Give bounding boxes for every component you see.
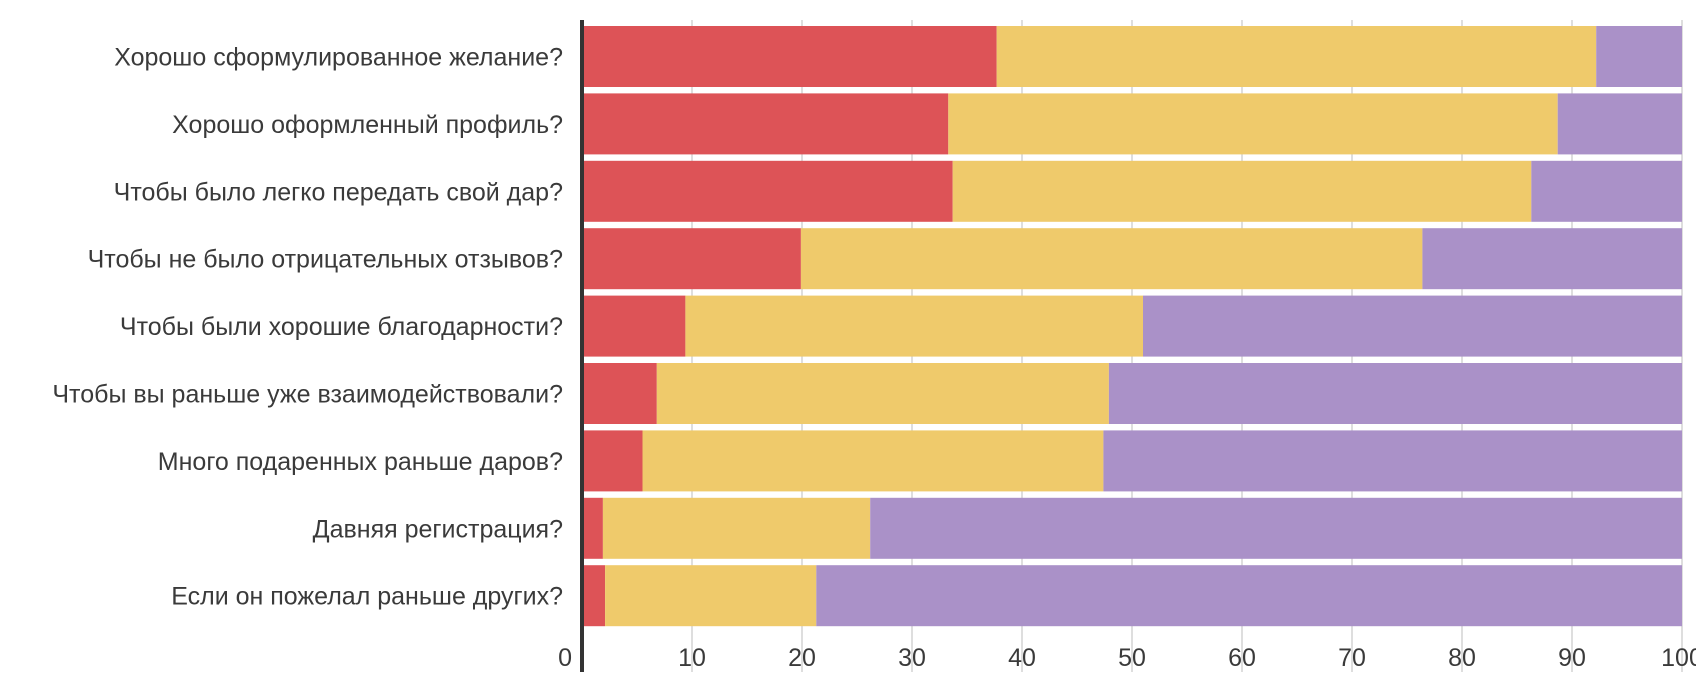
x-tick-label: 40 [1008,644,1036,672]
category-label: Много подаренных раньше даров? [158,448,563,476]
bar-segment-2 [996,26,1597,87]
bar-segment-1 [582,565,606,627]
x-tick-label: 80 [1448,644,1476,672]
bar-segment-1 [582,497,603,559]
x-tick-label: 10 [678,644,706,672]
bar-segment-3 [1143,295,1682,357]
bar-segment-3 [1103,430,1682,492]
bar-segment-3 [1108,363,1682,424]
bar-segment-1 [582,363,657,424]
category-label: Если он пожелал раньше других? [171,583,563,611]
category-label: Давняя регистрация? [313,515,563,543]
x-tick-label: 100 [1661,644,1696,672]
category-label: Чтобы были хорошие благодарности? [120,313,563,341]
bar-segment-2 [656,363,1109,424]
category-label: Чтобы вы раньше уже взаимодействовали? [52,381,563,409]
bar-segment-3 [1596,26,1682,87]
category-label: Хорошо сформулированное желание? [114,44,563,72]
bar-segment-1 [582,430,643,492]
bar-segment-1 [582,228,801,290]
bar-segment-2 [642,430,1104,492]
x-tick-label: 20 [788,644,816,672]
category-labels: Хорошо сформулированное желание? Хорошо о… [52,44,563,611]
x-tick-label: 30 [898,644,926,672]
x-tick-label: 60 [1228,644,1256,672]
bar-segment-2 [605,565,817,627]
bars-layer [582,26,1682,627]
x-tick-label: 50 [1118,644,1146,672]
category-label: Хорошо оформленный профиль? [172,111,563,139]
bar-segment-3 [870,497,1682,559]
bar-segment-3 [1557,93,1682,155]
x-tick-label: 90 [1558,644,1586,672]
bar-segment-1 [582,26,997,87]
bar-segment-2 [685,295,1143,357]
bar-segment-2 [948,93,1558,155]
bar-segment-3 [1531,160,1682,222]
x-tick-label: 0 [558,644,572,672]
bar-segment-1 [582,160,953,222]
bar-segment-3 [816,565,1682,627]
x-tick-labels: 0 10 20 30 40 50 60 70 80 90 100 [558,644,1696,672]
bar-segment-2 [800,228,1423,290]
bar-segment-1 [582,93,949,155]
category-label: Чтобы не было отрицательных отзывов? [88,246,563,274]
bar-segment-1 [582,295,686,357]
bar-segment-2 [602,497,871,559]
category-label: Чтобы было легко передать свой дар? [114,178,563,206]
bar-segment-3 [1422,228,1682,290]
x-tick-label: 70 [1338,644,1366,672]
bar-segment-2 [952,160,1532,222]
